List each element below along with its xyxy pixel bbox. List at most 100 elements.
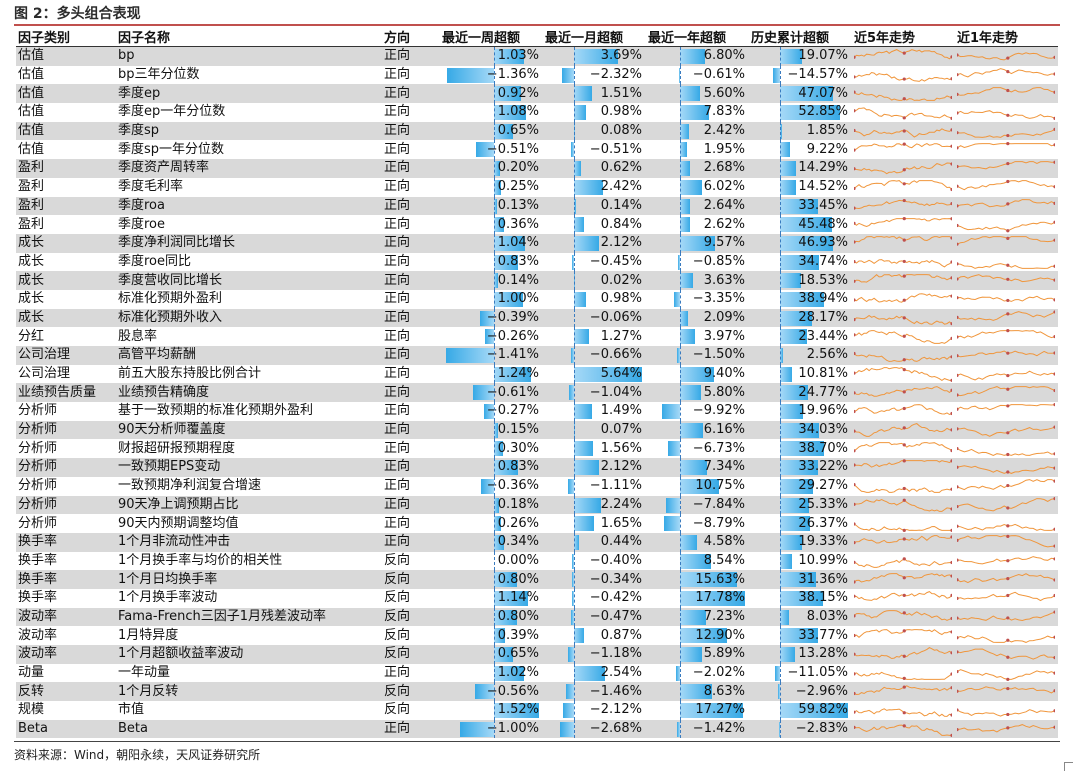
trend-line: [957, 557, 1055, 564]
trend-1y-sparkline: [957, 646, 1055, 662]
trend-line: [854, 50, 952, 59]
zero-axis-line: [680, 234, 681, 253]
zero-axis-line: [780, 626, 781, 645]
trend-line: [957, 53, 1055, 60]
trend-line: [854, 181, 952, 190]
factor-name: 90天净上调预期占比: [116, 496, 382, 515]
table-row: 估值季度sp一年分位数正向−0.51%−0.51%1.95%9.22%: [16, 140, 1058, 159]
year-excess-value: 17.27%: [695, 702, 745, 717]
trend-1y-cell: [955, 682, 1058, 701]
month-excess-cell: −2.32%: [543, 66, 646, 85]
zero-axis-line: [574, 309, 575, 328]
zero-axis-line: [680, 253, 681, 272]
cumulative-excess-cell: 2.56%: [749, 346, 852, 365]
month-excess-cell: −2.12%: [543, 701, 646, 720]
zero-axis-line: [574, 327, 575, 346]
factor-name: 季度净利润同比增长: [116, 234, 382, 253]
trend-5y-sparkline: [854, 628, 952, 644]
week-excess-cell: 1.14%: [440, 589, 543, 608]
zero-axis-line: [680, 701, 681, 720]
year-excess-value: 17.78%: [695, 590, 745, 605]
year-excess-cell: 17.27%: [646, 701, 749, 720]
trend-marker: [1006, 70, 1009, 73]
trend-1y-sparkline: [957, 273, 1055, 289]
zero-axis-line: [780, 682, 781, 701]
trend-marker: [950, 734, 952, 737]
year-excess-value: 4.58%: [704, 534, 745, 549]
zero-axis-line: [574, 346, 575, 365]
cumulative-excess-value: 14.29%: [798, 160, 848, 175]
month-excess-cell: 1.56%: [543, 439, 646, 458]
trend-marker: [950, 163, 952, 166]
trend-line: [957, 635, 1055, 642]
trend-1y-sparkline: [957, 665, 1055, 681]
week-excess-value: −1.36%: [487, 67, 539, 82]
trend-marker: [950, 617, 952, 620]
year-excess-cell: 4.58%: [646, 533, 749, 552]
trend-5y-cell: [852, 552, 955, 571]
trend-1y-sparkline: [957, 553, 1055, 569]
zero-axis-line: [574, 701, 575, 720]
zero-axis-line: [494, 402, 495, 421]
year-excess-bar: [662, 404, 680, 419]
trend-line: [854, 499, 952, 511]
trend-marker: [1053, 335, 1055, 338]
trend-line: [854, 559, 952, 568]
trend-5y-cell: [852, 608, 955, 627]
trend-line: [957, 687, 1055, 693]
cumulative-excess-value: 28.17%: [798, 310, 848, 325]
figure-title: 图 2：多头组合表现: [14, 3, 141, 23]
cumulative-excess-value: 14.52%: [798, 179, 848, 194]
factor-direction: 反向: [382, 626, 440, 645]
trend-5y-sparkline: [854, 721, 952, 737]
zero-axis-line: [680, 84, 681, 103]
factor-name: 1个月超额收益率波动: [116, 645, 382, 664]
week-excess-value: 1.02%: [498, 665, 539, 680]
year-excess-value: 2.64%: [704, 198, 745, 213]
factor-category: 分析师: [16, 402, 116, 421]
trend-line: [957, 69, 1055, 77]
trend-marker: [1053, 278, 1055, 281]
zero-axis-line: [494, 701, 495, 720]
month-excess-value: 1.49%: [601, 403, 642, 418]
trend-marker: [854, 503, 856, 506]
factor-name: 一致预期净利润复合增速: [116, 477, 382, 496]
trend-marker: [950, 686, 952, 689]
zero-axis-line: [574, 122, 575, 141]
year-excess-value: 7.83%: [704, 104, 745, 119]
cumulative-excess-cell: 24.77%: [749, 383, 852, 402]
factor-direction: 正向: [382, 720, 440, 739]
zero-axis-line: [494, 346, 495, 365]
header-factor-name: 因子名称: [116, 27, 382, 47]
year-excess-bar: [680, 423, 703, 438]
factor-direction: 正向: [382, 271, 440, 290]
cumulative-excess-cell: 18.53%: [749, 271, 852, 290]
trend-1y-sparkline: [957, 721, 1055, 737]
zero-axis-line: [574, 290, 575, 309]
zero-axis-line: [680, 458, 681, 477]
cumulative-excess-value: 13.28%: [798, 646, 848, 661]
factor-name: 季度sp一年分位数: [116, 140, 382, 159]
trend-1y-cell: [955, 178, 1058, 197]
trend-5y-sparkline: [854, 459, 952, 475]
trend-marker: [1006, 134, 1009, 137]
year-excess-bar: [666, 498, 680, 513]
trend-5y-cell: [852, 402, 955, 421]
trend-marker: [1053, 265, 1055, 268]
cumulative-excess-value: 23.44%: [798, 329, 848, 344]
zero-axis-line: [780, 159, 781, 178]
month-excess-cell: 2.42%: [543, 178, 646, 197]
trend-5y-sparkline: [854, 422, 952, 438]
trend-marker: [957, 393, 959, 396]
month-excess-cell: −1.46%: [543, 682, 646, 701]
trend-marker: [957, 165, 959, 168]
month-excess-value: 5.64%: [601, 366, 642, 381]
zero-axis-line: [680, 589, 681, 608]
trend-5y-sparkline: [854, 684, 952, 700]
trend-marker: [854, 430, 856, 433]
